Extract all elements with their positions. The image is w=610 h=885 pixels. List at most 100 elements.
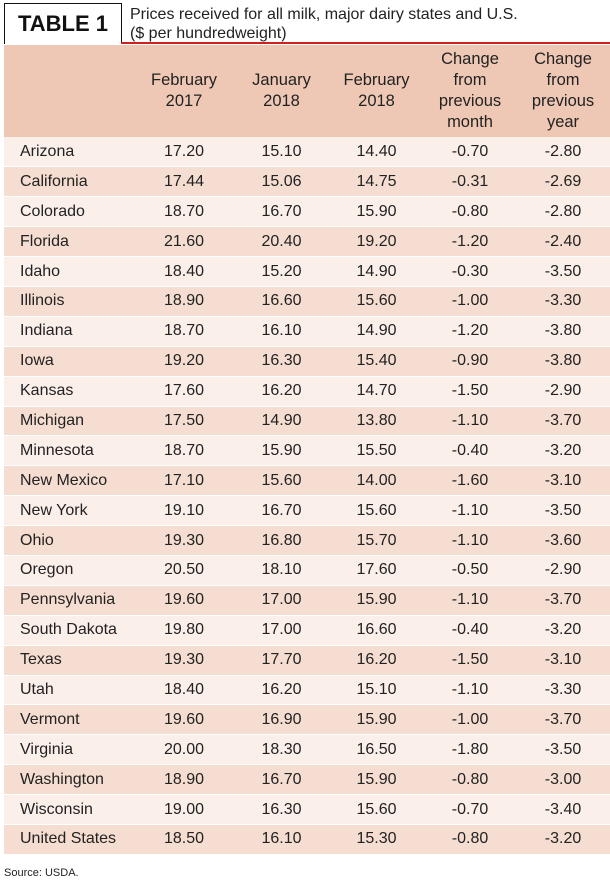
change-month-cell: -1.00 [424,704,516,736]
feb-2018-cell: 14.90 [329,256,424,287]
column-header-state [4,45,134,137]
feb-2017-cell: 17.44 [134,166,234,198]
feb-2018-cell: 15.60 [329,794,424,825]
feb-2018-cell: 15.60 [329,495,424,527]
table-row: Michigan 17.50 14.90 13.80 -1.10 -3.70 [4,406,610,437]
state-cell: Indiana [4,316,134,347]
state-cell: Virginia [4,734,134,766]
column-header-change-year: Change from previous year [516,45,610,137]
feb-2017-cell: 17.60 [134,376,234,407]
state-cell: Utah [4,675,134,706]
jan-2018-cell: 15.90 [234,435,329,467]
change-month-cell: -1.10 [424,675,516,706]
feb-2018-cell: 16.60 [329,615,424,646]
feb-2018-cell: 14.00 [329,465,424,497]
jan-2018-cell: 14.90 [234,406,329,437]
feb-2018-cell: 14.40 [329,137,424,168]
feb-2017-cell: 17.10 [134,465,234,497]
table-row: Arizona 17.20 15.10 14.40 -0.70 -2.80 [4,137,610,168]
jan-2018-cell: 16.70 [234,495,329,527]
table-row: Vermont 19.60 16.90 15.90 -1.00 -3.70 [4,704,610,736]
feb-2018-cell: 15.60 [329,286,424,317]
change-year-cell: -3.70 [516,585,610,616]
feb-2018-cell: 16.50 [329,734,424,766]
feb-2018-cell: 15.50 [329,435,424,467]
feb-2018-cell: 17.60 [329,555,424,586]
state-cell: Vermont [4,704,134,736]
feb-2017-cell: 17.20 [134,137,234,168]
change-month-cell: -1.50 [424,645,516,676]
state-cell: Pennsylvania [4,585,134,616]
table-row: Washington 18.90 16.70 15.90 -0.80 -3.00 [4,764,610,796]
table-row: Iowa 19.20 16.30 15.40 -0.90 -3.80 [4,346,610,377]
change-year-cell: -2.69 [516,166,610,198]
table-header-bar: TABLE 1 Prices received for all milk, ma… [0,0,610,46]
column-header-feb-2018: February 2018 [329,45,424,137]
change-month-cell: -1.10 [424,525,516,556]
feb-2017-cell: 19.30 [134,525,234,556]
jan-2018-cell: 17.00 [234,615,329,646]
change-year-cell: -3.60 [516,525,610,556]
feb-2017-cell: 18.90 [134,764,234,796]
change-month-cell: -1.50 [424,376,516,407]
state-cell: Illinois [4,286,134,317]
change-month-cell: -0.30 [424,256,516,287]
table-row: Florida 21.60 20.40 19.20 -1.20 -2.40 [4,226,610,258]
table-row: Colorado 18.70 16.70 15.90 -0.80 -2.80 [4,196,610,228]
feb-2018-cell: 15.90 [329,585,424,616]
change-year-cell: -2.80 [516,196,610,228]
change-month-cell: -1.20 [424,316,516,347]
feb-2018-cell: 15.90 [329,764,424,796]
change-year-cell: -2.80 [516,137,610,168]
change-year-cell: -2.90 [516,376,610,407]
feb-2017-cell: 20.00 [134,734,234,766]
change-month-cell: -0.80 [424,196,516,228]
change-year-cell: -3.50 [516,256,610,287]
feb-2017-cell: 17.50 [134,406,234,437]
jan-2018-cell: 16.80 [234,525,329,556]
jan-2018-cell: 18.10 [234,555,329,586]
feb-2017-cell: 20.50 [134,555,234,586]
feb-2018-cell: 13.80 [329,406,424,437]
feb-2017-cell: 18.70 [134,435,234,467]
table-row: New York 19.10 16.70 15.60 -1.10 -3.50 [4,495,610,527]
table-row: Utah 18.40 16.20 15.10 -1.10 -3.30 [4,675,610,706]
table-row: Ohio 19.30 16.80 15.70 -1.10 -3.60 [4,525,610,556]
change-month-cell: -1.80 [424,734,516,766]
change-year-cell: -3.20 [516,824,610,855]
state-cell: South Dakota [4,615,134,646]
change-year-cell: -3.80 [516,316,610,347]
feb-2018-cell: 14.90 [329,316,424,347]
jan-2018-cell: 15.60 [234,465,329,497]
change-month-cell: -0.40 [424,435,516,467]
header-divider [121,42,610,44]
feb-2017-cell: 19.10 [134,495,234,527]
change-year-cell: -3.50 [516,495,610,527]
change-month-cell: -0.80 [424,764,516,796]
table-row: Virginia 20.00 18.30 16.50 -1.80 -3.50 [4,734,610,766]
change-month-cell: -0.31 [424,166,516,198]
state-cell: Florida [4,226,134,258]
feb-2018-cell: 16.20 [329,645,424,676]
change-month-cell: -1.10 [424,406,516,437]
state-cell: Kansas [4,376,134,407]
feb-2018-cell: 15.90 [329,704,424,736]
jan-2018-cell: 16.20 [234,675,329,706]
change-year-cell: -3.20 [516,615,610,646]
feb-2017-cell: 19.30 [134,645,234,676]
table-row: Indiana 18.70 16.10 14.90 -1.20 -3.80 [4,316,610,347]
table-title-line-2: ($ per hundredweight) [130,25,287,42]
jan-2018-cell: 15.20 [234,256,329,287]
table-title: Prices received for all milk, major dair… [130,5,518,43]
change-month-cell: -1.00 [424,286,516,317]
change-month-cell: -1.10 [424,495,516,527]
change-month-cell: -1.60 [424,465,516,497]
state-cell: Texas [4,645,134,676]
column-header-jan-2018: January 2018 [234,45,329,137]
table-row: United States 18.50 16.10 15.30 -0.80 -3.20 [4,824,610,855]
feb-2018-cell: 14.70 [329,376,424,407]
state-cell: Colorado [4,196,134,228]
table-row: Minnesota 18.70 15.90 15.50 -0.40 -3.20 [4,435,610,467]
table-row: Idaho 18.40 15.20 14.90 -0.30 -3.50 [4,256,610,287]
table-body: Arizona 17.20 15.10 14.40 -0.70 -2.80 Californ… [4,137,610,855]
